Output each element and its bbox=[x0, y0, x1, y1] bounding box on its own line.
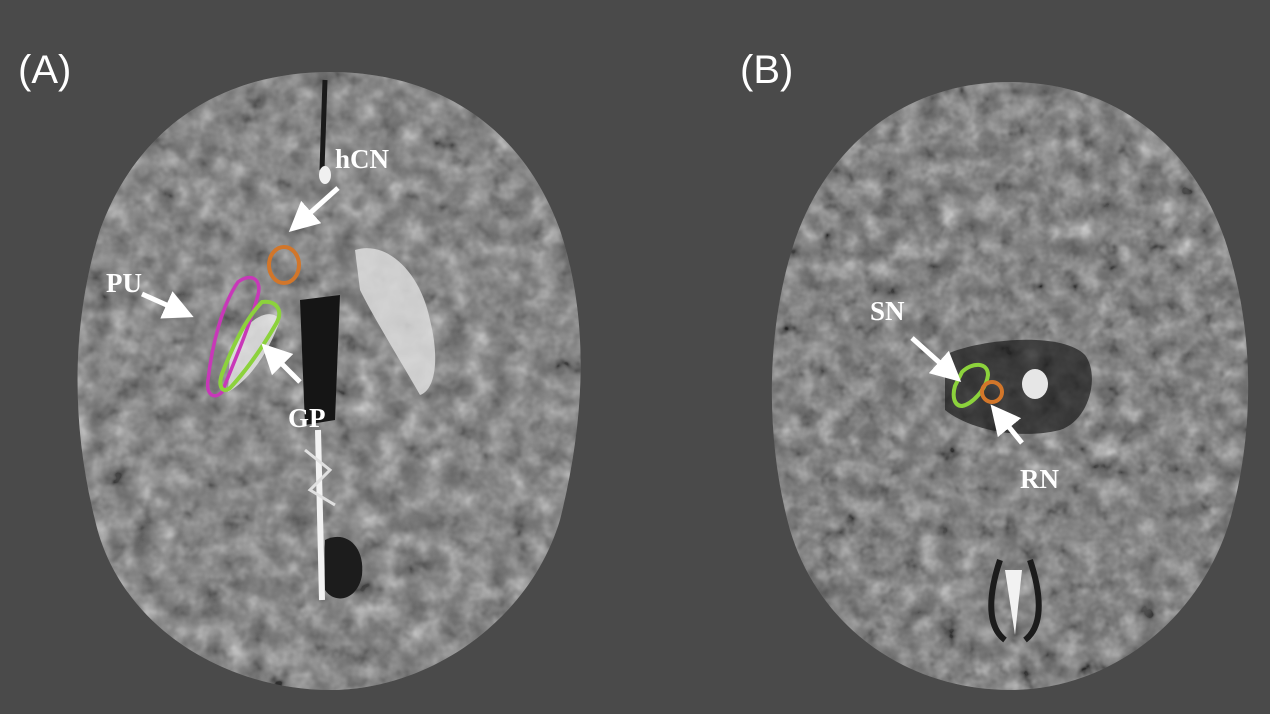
arrow-sn bbox=[910, 336, 962, 383]
label-pu: PU bbox=[106, 268, 142, 298]
panel-label-b: (B) bbox=[740, 48, 794, 92]
label-hcn: hCN bbox=[335, 144, 390, 174]
brain-slice-a bbox=[77, 72, 581, 690]
roi-pu bbox=[205, 275, 261, 398]
roi-rn bbox=[980, 380, 1004, 404]
label-sn: SN bbox=[870, 296, 905, 326]
arrow-gp bbox=[261, 343, 302, 384]
arrow-pu bbox=[140, 291, 194, 319]
panel-label-a: (A) bbox=[18, 48, 72, 92]
roi-gp bbox=[218, 299, 282, 393]
label-gp: GP bbox=[288, 403, 326, 433]
roi-sn bbox=[951, 362, 991, 409]
roi-hcn bbox=[267, 245, 301, 285]
brain-slice-b bbox=[771, 82, 1249, 690]
arrow-hcn bbox=[288, 186, 340, 233]
label-rn: RN bbox=[1020, 464, 1059, 494]
arrow-rn bbox=[990, 404, 1024, 445]
